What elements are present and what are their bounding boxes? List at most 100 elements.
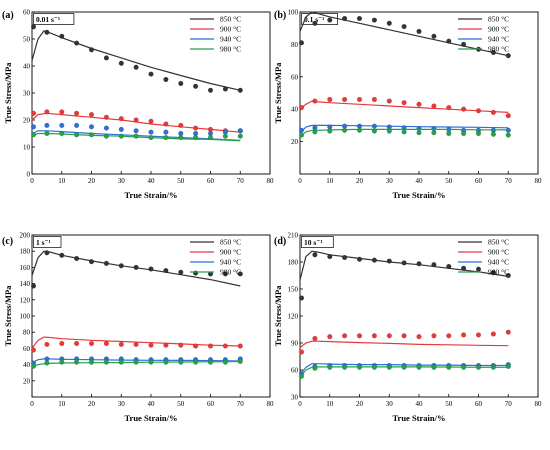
y-tick-label: 20 xyxy=(23,377,31,385)
data-point xyxy=(416,101,422,107)
data-point xyxy=(163,342,169,348)
data-point xyxy=(342,96,348,103)
data-point xyxy=(44,109,50,115)
x-tick-label: 50 xyxy=(177,400,185,408)
x-axis-title: True Strain/% xyxy=(125,190,178,200)
data-point xyxy=(237,128,243,134)
y-tick-label: 40 xyxy=(23,63,31,71)
data-point xyxy=(103,340,110,347)
data-point xyxy=(118,341,124,348)
data-point xyxy=(298,40,305,46)
data-point xyxy=(416,261,422,267)
y-tick-label: 20 xyxy=(291,138,299,146)
data-point xyxy=(178,359,184,365)
x-tick-label: 0 xyxy=(30,177,34,185)
data-point xyxy=(386,98,392,104)
y-tick-label: 60 xyxy=(291,73,299,81)
data-point xyxy=(298,104,305,111)
data-point xyxy=(505,53,511,59)
y-tick-label: 120 xyxy=(288,313,299,321)
data-point xyxy=(103,133,110,139)
y-axis-title: True Stress/MPa xyxy=(273,62,283,124)
data-point xyxy=(312,98,318,104)
x-tick-label: 50 xyxy=(177,177,185,185)
data-point xyxy=(163,129,169,135)
rate-label: 1 s⁻¹ xyxy=(36,238,51,247)
y-tick-label: 30 xyxy=(23,90,31,98)
data-point xyxy=(148,71,154,77)
data-point xyxy=(371,17,378,23)
x-tick-label: 50 xyxy=(445,400,453,408)
data-point xyxy=(73,110,80,116)
data-point xyxy=(490,364,497,370)
x-tick-label: 10 xyxy=(58,400,66,408)
data-point xyxy=(207,359,214,365)
data-point xyxy=(237,87,243,93)
series-line-1 xyxy=(31,336,241,349)
data-point xyxy=(59,340,65,347)
x-tick-label: 20 xyxy=(88,400,96,408)
data-point xyxy=(416,28,422,35)
data-point xyxy=(88,47,95,53)
x-axis-title: True Strain/% xyxy=(393,413,446,423)
data-point xyxy=(163,135,169,141)
data-point xyxy=(148,135,154,141)
y-tick-label: 40 xyxy=(291,106,299,114)
data-point xyxy=(356,127,363,133)
data-point xyxy=(178,122,184,129)
y-tick-label: 100 xyxy=(288,9,299,17)
x-tick-label: 40 xyxy=(416,177,424,185)
data-point xyxy=(73,255,80,262)
data-point xyxy=(133,133,139,139)
data-point xyxy=(44,29,50,35)
x-tick-label: 70 xyxy=(237,400,245,408)
data-point xyxy=(103,125,110,131)
data-point xyxy=(133,341,139,348)
y-tick-label: 10 xyxy=(23,144,31,152)
data-point xyxy=(298,373,305,379)
data-point xyxy=(44,250,50,256)
rate-label: 0.1 s⁻¹ xyxy=(304,15,324,24)
data-point xyxy=(59,122,65,129)
panel-label: (d) xyxy=(274,236,286,247)
rate-label-box xyxy=(301,236,334,248)
data-point xyxy=(386,364,392,370)
rate-label-box xyxy=(33,13,75,25)
legend-entry: 850 °C xyxy=(220,15,241,24)
data-point xyxy=(44,341,50,348)
data-point xyxy=(386,20,392,26)
rate-label: 10 s⁻¹ xyxy=(304,238,323,247)
data-point xyxy=(461,106,467,112)
data-point xyxy=(222,133,229,139)
data-point xyxy=(327,17,333,23)
legend-entry: 850 °C xyxy=(220,238,241,247)
data-point xyxy=(401,24,407,30)
legend-entry: 940 °C xyxy=(488,258,509,267)
data-point xyxy=(222,271,229,277)
data-point xyxy=(401,364,407,370)
data-point xyxy=(490,109,497,116)
legend-entry: 900 °C xyxy=(220,248,241,257)
data-point xyxy=(371,257,378,263)
y-tick-label: 100 xyxy=(20,313,31,321)
x-tick-label: 30 xyxy=(386,177,394,185)
x-tick-label: 60 xyxy=(475,400,483,408)
x-tick-label: 20 xyxy=(88,177,96,185)
y-tick-label: 30 xyxy=(291,394,299,402)
data-point xyxy=(59,130,65,137)
data-point xyxy=(163,76,169,83)
panel-1: 0 10 20 30 40 50 60 70 80 20 40 60 80 100 True Strain/… xyxy=(273,9,542,201)
legend-entry: 900 °C xyxy=(488,25,509,34)
data-point xyxy=(237,358,243,365)
data-point xyxy=(356,333,363,339)
y-tick-label: 160 xyxy=(20,264,31,272)
data-point xyxy=(178,135,184,141)
data-point xyxy=(73,340,80,347)
data-point xyxy=(59,109,65,115)
x-tick-label: 30 xyxy=(118,400,126,408)
data-point xyxy=(356,96,363,103)
legend-entry: 850 °C xyxy=(488,238,509,247)
data-point xyxy=(88,259,95,265)
x-tick-label: 40 xyxy=(416,400,424,408)
